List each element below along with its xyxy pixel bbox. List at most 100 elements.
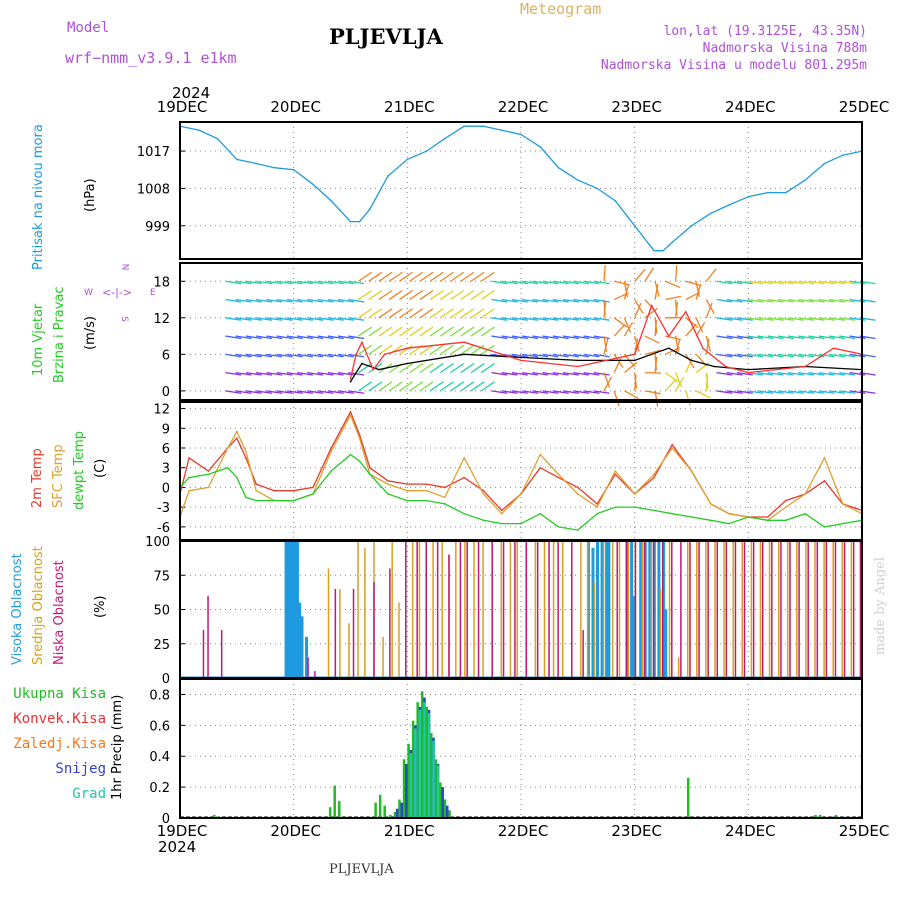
data-point	[500, 522, 503, 525]
wind-arrow	[798, 280, 815, 285]
data-point	[841, 154, 844, 157]
wind-arrow	[296, 371, 313, 376]
wind-arrow	[429, 289, 444, 301]
wind-arrow	[511, 353, 528, 358]
cloud-bar	[284, 541, 288, 678]
wind-arrow	[460, 326, 475, 337]
wind-arrow	[511, 390, 528, 394]
data-point	[383, 353, 386, 356]
wind-arrow	[317, 390, 334, 394]
data-point	[444, 496, 446, 499]
cloud-bar	[305, 636, 309, 678]
wind-arrow	[552, 371, 569, 376]
cloud-bar	[543, 541, 546, 678]
wind-arrow	[552, 317, 569, 321]
data-point	[823, 162, 826, 165]
wind-arrow	[266, 390, 283, 394]
wind-arrow	[562, 371, 579, 376]
wind-arrow	[409, 363, 424, 374]
model-name: wrf−nmm_v3.9.1 e1km	[65, 49, 237, 67]
wind-arrow	[736, 335, 753, 340]
cloud-bar	[671, 541, 673, 678]
wind-arrow	[583, 298, 600, 303]
wind-arrow	[593, 353, 610, 358]
compass-w: W	[84, 288, 93, 298]
cloud-bar	[557, 541, 559, 678]
tick-label-y: 0	[162, 385, 170, 400]
data-point	[358, 460, 361, 462]
wind-arrow	[716, 353, 733, 358]
precip-bar	[423, 702, 426, 818]
cloud-bar	[548, 541, 550, 678]
data-point	[236, 437, 238, 439]
precip-bar	[374, 802, 377, 818]
data-point	[369, 466, 371, 469]
wind-arrow	[573, 335, 590, 340]
wind-arrow	[256, 317, 273, 321]
wind-arrow	[777, 371, 794, 376]
data-point	[724, 365, 727, 368]
precip-bar	[436, 765, 440, 818]
wind-arrow	[348, 335, 365, 340]
cloud-bar	[627, 541, 630, 678]
cloud-bar	[657, 541, 661, 678]
data-point	[841, 522, 844, 525]
wind-arrow	[562, 317, 579, 321]
wind-arrow	[491, 298, 508, 303]
data-point	[690, 359, 693, 362]
wind-arrow	[828, 280, 845, 285]
data-point	[425, 499, 428, 502]
wind-arrow	[767, 280, 784, 285]
wind-arrow	[348, 280, 365, 285]
date-label: 24DEC	[725, 98, 776, 116]
data-point	[728, 204, 730, 206]
wind-arrow	[522, 335, 539, 340]
cloud-bar	[625, 541, 628, 678]
wind-arrow	[286, 280, 303, 285]
data-point	[747, 195, 750, 198]
wind-arrow	[256, 335, 273, 340]
wind-arrow	[777, 353, 794, 358]
wind-arrow	[327, 280, 344, 285]
cloud-bar	[686, 541, 689, 678]
wind-arrow	[256, 390, 273, 394]
precip-bar	[416, 702, 419, 818]
wind-arrow	[296, 335, 313, 340]
wind-arrow	[747, 353, 764, 358]
wind-arrow	[767, 390, 784, 394]
data-point	[188, 457, 190, 459]
wind-arrow	[439, 326, 454, 337]
precip-bar	[818, 814, 822, 818]
wind-arrow	[327, 390, 344, 394]
wind-arrow	[429, 271, 444, 282]
wind-arrow	[317, 335, 334, 340]
cloud-bar	[852, 541, 855, 678]
data-point	[710, 503, 712, 505]
data-point	[358, 220, 361, 223]
date-label: 25DEC	[838, 822, 890, 840]
cloud-bar	[571, 541, 573, 678]
tick-label-y: 18	[153, 275, 170, 290]
wind-arrow	[726, 280, 743, 285]
wind-arrow	[562, 335, 579, 340]
data-point	[520, 133, 522, 136]
wind-arrow	[573, 298, 590, 303]
tick-label-y: 50	[153, 604, 170, 619]
wind-arrow	[603, 299, 606, 316]
wind-arrow	[685, 280, 702, 287]
date-label: 25DEC	[838, 98, 890, 116]
wind-arrow	[419, 381, 434, 392]
data-point	[236, 430, 238, 433]
wind-arrow	[327, 317, 344, 321]
wind-arrow	[542, 335, 559, 340]
data-point	[557, 526, 560, 528]
legend-hail: Grad	[72, 786, 106, 802]
data-point	[500, 512, 503, 515]
wind-arrow	[460, 289, 475, 301]
data-point	[463, 512, 465, 515]
wind-arrow	[736, 280, 753, 285]
wind-arrow	[542, 353, 559, 358]
wind-arrow	[767, 353, 784, 358]
precip-bar	[409, 753, 413, 818]
elevation: Nadmorska Visina 788m	[702, 41, 867, 56]
